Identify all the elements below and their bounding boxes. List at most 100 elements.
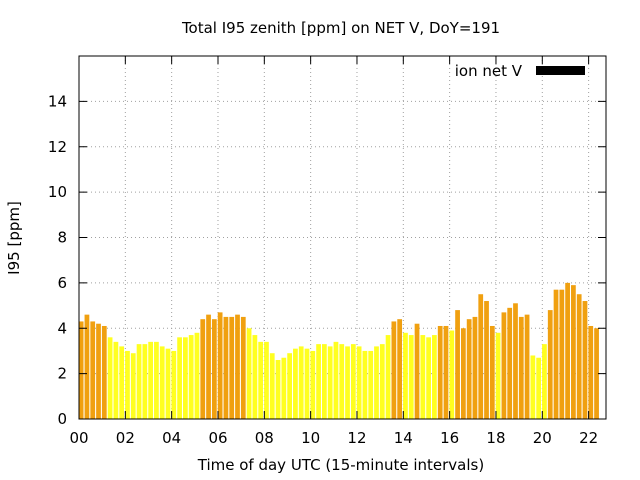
y-tick-label: 2 bbox=[57, 365, 67, 383]
bar bbox=[78, 321, 84, 419]
bar bbox=[333, 341, 339, 419]
bar bbox=[194, 332, 200, 419]
bar bbox=[420, 335, 426, 419]
y-tick-label: 8 bbox=[57, 229, 67, 247]
bar bbox=[350, 344, 356, 419]
y-tick-label: 12 bbox=[48, 138, 67, 156]
bar bbox=[403, 332, 408, 419]
bar bbox=[119, 346, 125, 419]
bar bbox=[107, 337, 113, 419]
bar bbox=[455, 310, 460, 419]
bar bbox=[90, 321, 96, 419]
y-axis-label: I95 [ppm] bbox=[5, 201, 23, 275]
bar bbox=[159, 346, 165, 419]
bar bbox=[472, 316, 478, 419]
bar bbox=[391, 321, 397, 419]
bar bbox=[565, 282, 570, 420]
bar bbox=[432, 335, 437, 419]
bar bbox=[582, 301, 588, 419]
bar bbox=[553, 289, 559, 419]
bar bbox=[530, 355, 536, 419]
bar bbox=[293, 348, 298, 419]
bar bbox=[84, 314, 90, 419]
bar bbox=[264, 341, 269, 419]
bar bbox=[542, 344, 547, 419]
bar bbox=[547, 310, 553, 419]
y-tick-label: 4 bbox=[57, 319, 67, 337]
bar bbox=[310, 350, 316, 419]
x-axis-label: Time of day UTC (15-minute intervals) bbox=[197, 456, 484, 474]
bar bbox=[507, 307, 513, 419]
bar bbox=[397, 319, 403, 419]
bar bbox=[414, 323, 420, 419]
x-tick-label: 14 bbox=[394, 429, 413, 447]
bar bbox=[322, 344, 327, 419]
bar bbox=[536, 357, 542, 419]
bar bbox=[443, 325, 449, 419]
bar bbox=[385, 335, 391, 419]
x-tick-label: 22 bbox=[579, 429, 598, 447]
bar bbox=[275, 360, 281, 419]
y-tick-label: 0 bbox=[57, 410, 67, 428]
axis-ticks bbox=[78, 56, 606, 420]
bar bbox=[154, 341, 159, 419]
bar bbox=[466, 319, 472, 419]
gridlines bbox=[79, 56, 606, 419]
x-tick-label: 08 bbox=[255, 429, 274, 447]
bar bbox=[177, 337, 182, 419]
bar-series bbox=[78, 282, 599, 420]
bar bbox=[594, 328, 599, 419]
bar bbox=[339, 344, 345, 419]
x-tick-label: 16 bbox=[440, 429, 459, 447]
bar bbox=[571, 285, 576, 419]
bar bbox=[165, 348, 171, 419]
bar bbox=[304, 348, 310, 419]
bar bbox=[426, 337, 431, 419]
bar bbox=[449, 330, 455, 419]
x-tick-label: 18 bbox=[486, 429, 505, 447]
bar bbox=[513, 303, 518, 419]
bar bbox=[478, 294, 484, 419]
bar bbox=[408, 335, 414, 419]
bar bbox=[229, 316, 235, 419]
bar bbox=[524, 314, 530, 419]
bar bbox=[235, 314, 240, 419]
bar bbox=[101, 325, 107, 419]
bar bbox=[362, 350, 368, 419]
bar bbox=[437, 325, 443, 419]
bar bbox=[327, 346, 333, 419]
x-tick-label: 10 bbox=[301, 429, 320, 447]
bar bbox=[113, 341, 119, 419]
bar bbox=[489, 325, 495, 419]
bar bbox=[252, 335, 258, 419]
bar bbox=[183, 337, 188, 419]
bar bbox=[223, 316, 229, 419]
bar bbox=[258, 341, 264, 419]
bar bbox=[501, 312, 507, 419]
x-tick-label: 20 bbox=[533, 429, 552, 447]
y-tick-label: 6 bbox=[57, 274, 67, 292]
bar bbox=[211, 319, 217, 419]
bar bbox=[379, 344, 385, 419]
bar bbox=[240, 316, 246, 419]
bar bbox=[287, 353, 292, 419]
x-tick-label: 06 bbox=[208, 429, 227, 447]
bar bbox=[495, 332, 501, 419]
x-tick-label: 04 bbox=[162, 429, 181, 447]
bar bbox=[559, 289, 565, 419]
bar bbox=[316, 344, 321, 419]
bar bbox=[345, 346, 350, 419]
x-tick-label: 02 bbox=[116, 429, 135, 447]
bar bbox=[171, 350, 177, 419]
legend-label: ion net V bbox=[455, 62, 523, 80]
x-tick-label: 12 bbox=[347, 429, 366, 447]
legend-swatch bbox=[536, 66, 585, 75]
bar bbox=[148, 341, 154, 419]
bar bbox=[136, 344, 142, 419]
bar bbox=[217, 312, 223, 419]
bar bbox=[576, 294, 582, 419]
bar bbox=[142, 344, 148, 419]
bar bbox=[200, 319, 206, 419]
